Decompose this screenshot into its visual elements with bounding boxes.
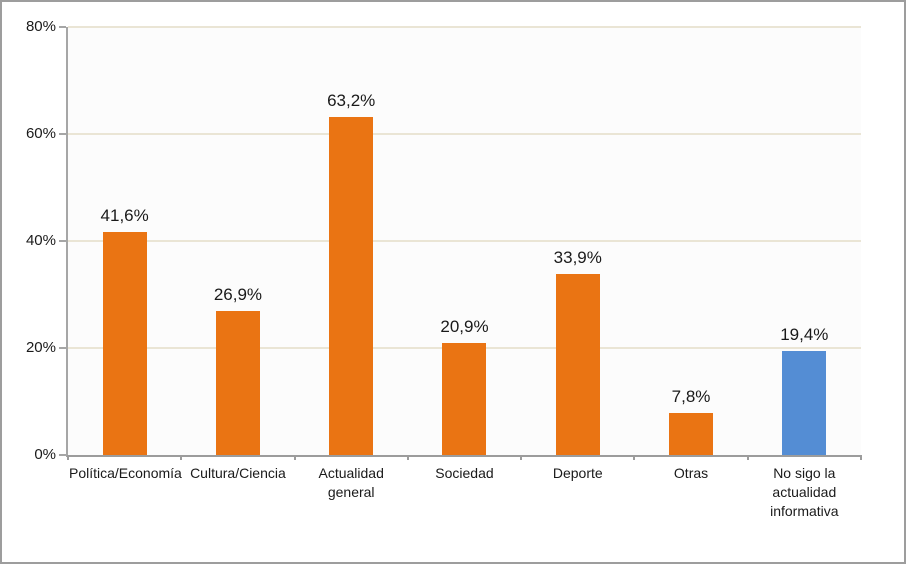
bar-value-label-actualidad-general: 63,2% [327,90,376,110]
y-tick-label-60: 60% [25,125,56,142]
x-axis-tick [67,455,69,460]
x-category-label-politica-economia: Política/Economía [69,465,182,481]
x-category-label-otras: Otras [673,465,709,481]
bar-value-label-otras: 7,8% [671,387,711,407]
x-category-label-cultura-ciencia: Cultura/Ciencia [190,465,286,481]
x-axis-tick [406,455,409,460]
y-axis-tick [59,454,66,456]
bar-actualidad-general [329,116,374,455]
bar-politica-economia [102,232,147,455]
x-category-label-actualidad-general: Actualidad general [318,465,384,500]
y-tick-label-80: 80% [25,18,56,35]
bar-value-label-cultura-ciencia: 26,9% [213,285,263,305]
category-slot-politica-economia: 41,6% Política/Economía [68,27,182,481]
y-axis-tick [59,133,66,135]
bar-otras [669,413,714,455]
x-axis-tick [180,455,183,460]
plot-area: 0% 20% 40% 60% 80% 41,6% Política/Economía 26,… [26,18,862,519]
gridline-60 [68,133,861,135]
x-axis-tick [860,455,862,460]
gridline-80 [68,26,861,28]
category-slot-otras: 7,8% Otras [634,27,747,481]
x-axis-tick [746,455,749,460]
y-tick-label-40: 40% [25,232,56,249]
x-category-label-sociedad: Sociedad [435,465,494,481]
category-slot-sociedad: 20,9% Sociedad [408,27,521,481]
y-tick-label-0: 0% [34,446,56,463]
category-slot-no-sigo-la-actualidad-informativa: 19,4% No sigo la actualidad informativa [748,27,861,519]
bar-cultura-ciencia [215,311,260,455]
bar-value-label-deporte: 33,9% [553,247,602,267]
x-axis-tick [293,455,296,460]
x-category-label-deporte: Deporte [552,465,603,481]
bar-no-sigo-la-actualidad-informativa [782,351,827,455]
bar-value-label-no-sigo-la-actualidad-informativa: 19,4% [780,325,829,345]
category-slot-actualidad-general: 63,2% Actualidad general [295,27,408,500]
gridline-40 [68,240,861,242]
bar-value-label-sociedad: 20,9% [440,317,489,337]
x-axis-tick [633,455,636,460]
y-axis-tick [59,26,66,28]
bar-value-label-politica-economia: 41,6% [100,206,149,226]
bar-sociedad [442,343,487,455]
y-axis-tick [59,347,66,349]
x-category-label-no-sigo-la-actualidad-informativa: No sigo la actualidad informativa [770,465,839,519]
bar-deporte [555,273,600,455]
y-tick-label-20: 20% [25,339,56,356]
x-axis-tick [520,455,523,460]
bar-slots: 41,6% Política/Economía 26,9% Cultura/Cienc… [68,27,861,519]
category-slot-cultura-ciencia: 26,9% Cultura/Ciencia [181,27,294,481]
y-axis-tick [59,240,66,242]
category-slot-deporte: 33,9% Deporte [521,27,634,481]
